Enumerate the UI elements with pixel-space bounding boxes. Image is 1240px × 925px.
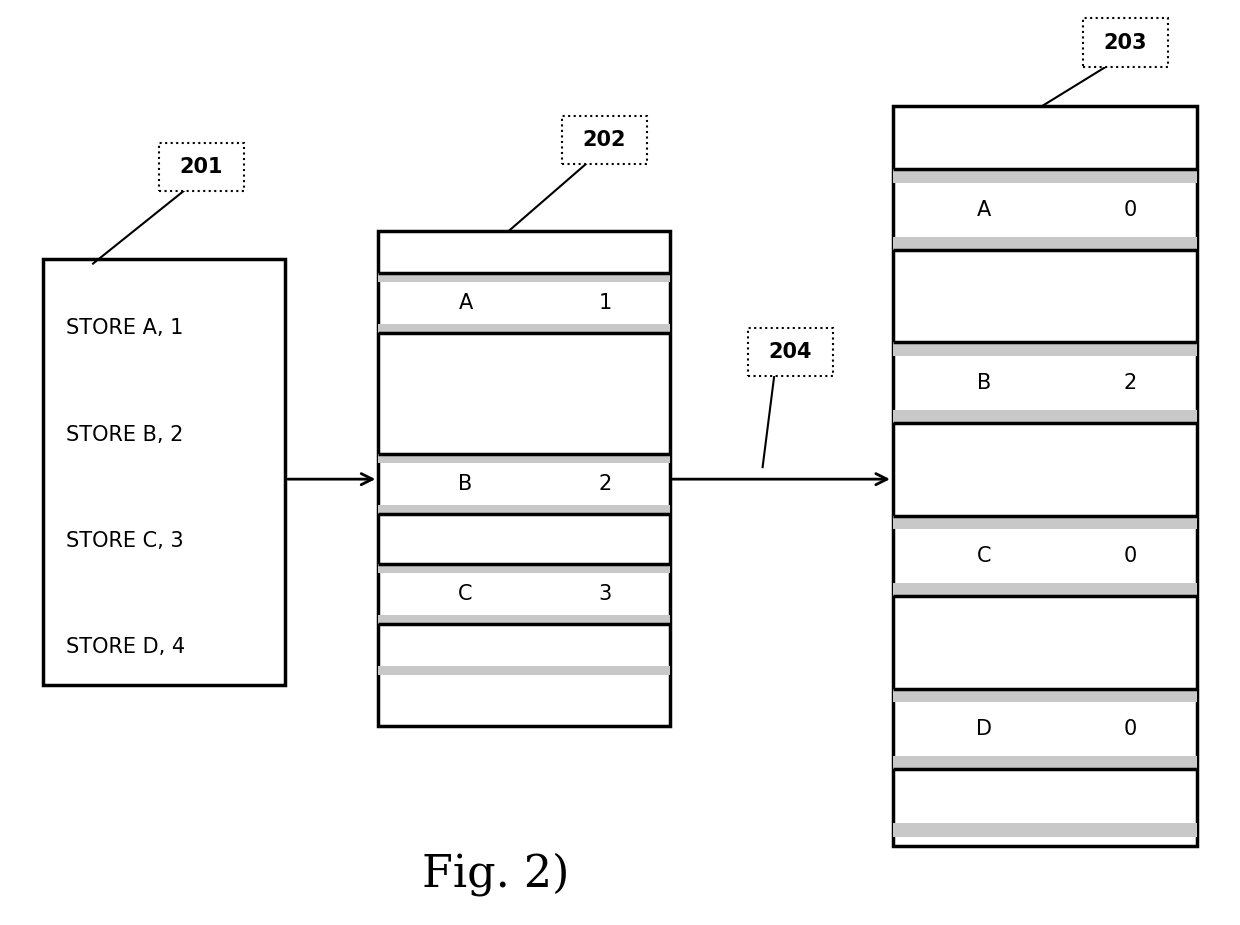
Text: C: C: [459, 584, 472, 604]
Text: 0: 0: [1123, 546, 1136, 566]
FancyBboxPatch shape: [562, 116, 647, 164]
Bar: [893, 823, 1197, 837]
Bar: [893, 515, 1197, 529]
FancyBboxPatch shape: [1083, 18, 1168, 67]
Text: 0: 0: [1123, 200, 1136, 219]
Text: 2: 2: [1123, 373, 1136, 393]
Text: 201: 201: [180, 157, 223, 178]
Text: 204: 204: [769, 342, 812, 363]
Bar: [378, 615, 670, 623]
Bar: [893, 237, 1197, 250]
Text: 1: 1: [599, 293, 613, 314]
Bar: [378, 666, 670, 674]
FancyBboxPatch shape: [159, 143, 244, 191]
Text: B: B: [459, 475, 472, 494]
Bar: [893, 106, 1197, 846]
Bar: [893, 689, 1197, 702]
Bar: [378, 231, 670, 726]
Bar: [893, 583, 1197, 597]
Text: 3: 3: [599, 584, 613, 604]
Text: B: B: [977, 373, 991, 393]
Bar: [378, 505, 670, 514]
Bar: [893, 342, 1197, 356]
Bar: [378, 273, 670, 282]
Text: 2: 2: [599, 475, 613, 494]
Bar: [43, 259, 285, 684]
Bar: [893, 756, 1197, 770]
Text: C: C: [977, 546, 991, 566]
Text: 202: 202: [583, 130, 626, 150]
Text: 203: 203: [1104, 32, 1147, 53]
Text: D: D: [976, 719, 992, 739]
Text: STORE D, 4: STORE D, 4: [66, 637, 185, 658]
Text: STORE B, 2: STORE B, 2: [66, 425, 184, 445]
Text: STORE A, 1: STORE A, 1: [66, 318, 184, 339]
Text: Fig. 2): Fig. 2): [423, 852, 569, 896]
Text: 0: 0: [1123, 719, 1136, 739]
Bar: [378, 564, 670, 573]
Bar: [893, 410, 1197, 423]
FancyBboxPatch shape: [748, 328, 833, 376]
Text: STORE C, 3: STORE C, 3: [66, 531, 184, 551]
Text: A: A: [977, 200, 991, 219]
Bar: [893, 169, 1197, 182]
Bar: [378, 454, 670, 463]
Text: A: A: [459, 293, 472, 314]
Bar: [378, 325, 670, 333]
